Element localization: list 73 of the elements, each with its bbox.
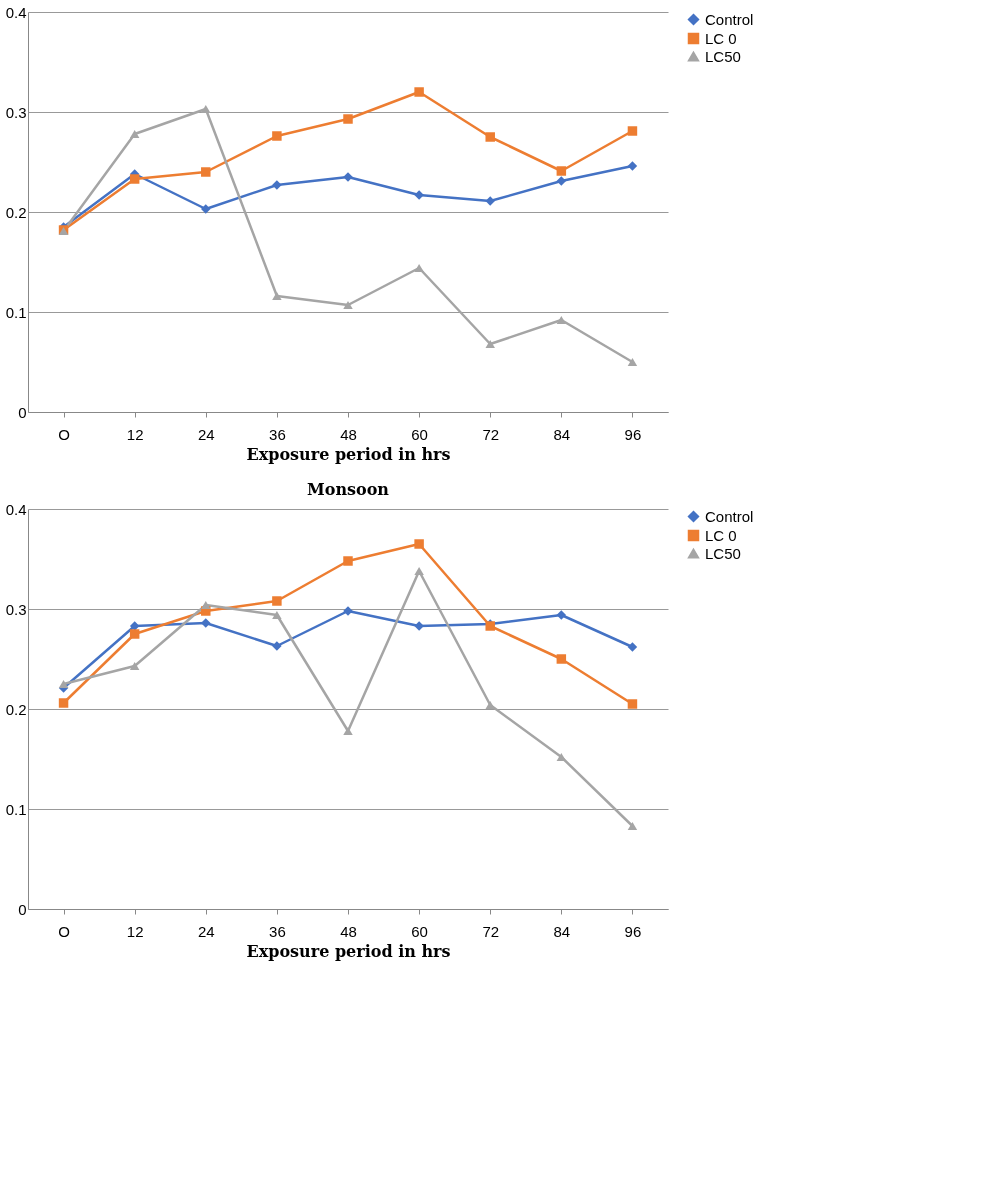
- point: [627, 357, 638, 367]
- x-axis-title: Exposure period in hrs: [246, 941, 451, 961]
- point: [556, 315, 567, 325]
- legend-label: Control: [705, 10, 754, 28]
- x-tick-label: 84: [553, 922, 571, 940]
- point: [343, 556, 353, 566]
- x-tick-label: 96: [624, 425, 642, 443]
- y-tick-label: 0.1: [5, 800, 27, 818]
- y-tick-label: 0.2: [5, 700, 27, 718]
- legend-label: LC50: [705, 544, 741, 562]
- y-tick-label: 0.4: [5, 500, 27, 518]
- y-tick-label: 0: [18, 900, 27, 918]
- point: [485, 339, 495, 349]
- chart-title: Monsoon: [307, 480, 390, 499]
- point: [129, 621, 140, 631]
- x-tick-label: 12: [126, 425, 144, 443]
- point: [485, 700, 495, 710]
- point: [627, 161, 638, 171]
- point: [556, 654, 567, 664]
- point: [627, 642, 638, 652]
- point: [272, 291, 282, 301]
- point: [627, 821, 638, 831]
- point: [272, 131, 282, 141]
- x-tick-label: 72: [482, 922, 500, 940]
- point: [485, 132, 495, 142]
- y-tick-label: 0.2: [5, 203, 27, 221]
- point: [627, 699, 638, 709]
- y-tick-label: 0: [18, 403, 27, 421]
- x-axis-title: Exposure period in hrs: [246, 444, 451, 464]
- point: [414, 566, 424, 576]
- point: [129, 661, 140, 671]
- point: [343, 300, 353, 310]
- x-tick-label: 72: [482, 425, 500, 443]
- point: [343, 726, 353, 736]
- point: [556, 176, 567, 186]
- point: [201, 167, 211, 177]
- point: [414, 87, 424, 97]
- point: [556, 166, 567, 176]
- x-tick-label: 96: [624, 922, 642, 940]
- x-tick-label: 48: [340, 922, 357, 940]
- y-tick-label: 0.1: [5, 303, 27, 321]
- y-tick-label: 0.3: [5, 600, 27, 618]
- legend-label: LC50: [705, 47, 741, 65]
- x-tick-label: 36: [269, 425, 286, 443]
- x-tick-label: 36: [269, 922, 286, 940]
- point: [201, 104, 211, 114]
- x-tick-label: 60: [411, 922, 428, 940]
- point: [58, 679, 69, 689]
- y-tick-label: 0.4: [5, 3, 27, 21]
- x-tick-label: O: [58, 922, 70, 940]
- x-tick-label: 84: [553, 425, 571, 443]
- legend-label: LC 0: [705, 29, 737, 47]
- point: [129, 129, 140, 139]
- x-tick-label: O: [58, 425, 70, 443]
- point: [272, 596, 282, 606]
- point: [272, 610, 282, 620]
- x-tick-label: 24: [197, 922, 215, 940]
- x-tick-label: 48: [340, 425, 357, 443]
- x-tick-label: 24: [197, 425, 215, 443]
- point: [343, 114, 353, 124]
- point: [414, 263, 424, 273]
- point: [129, 174, 140, 184]
- x-tick-label: 12: [126, 922, 144, 940]
- point: [58, 698, 69, 708]
- point: [556, 610, 567, 620]
- x-tick-label: 60: [411, 425, 428, 443]
- point: [627, 126, 638, 136]
- point: [201, 600, 211, 610]
- legend-label: Control: [705, 507, 754, 525]
- point: [129, 629, 140, 639]
- legend-label: LC 0: [705, 526, 737, 544]
- y-tick-label: 0.3: [5, 103, 27, 121]
- point: [414, 539, 424, 549]
